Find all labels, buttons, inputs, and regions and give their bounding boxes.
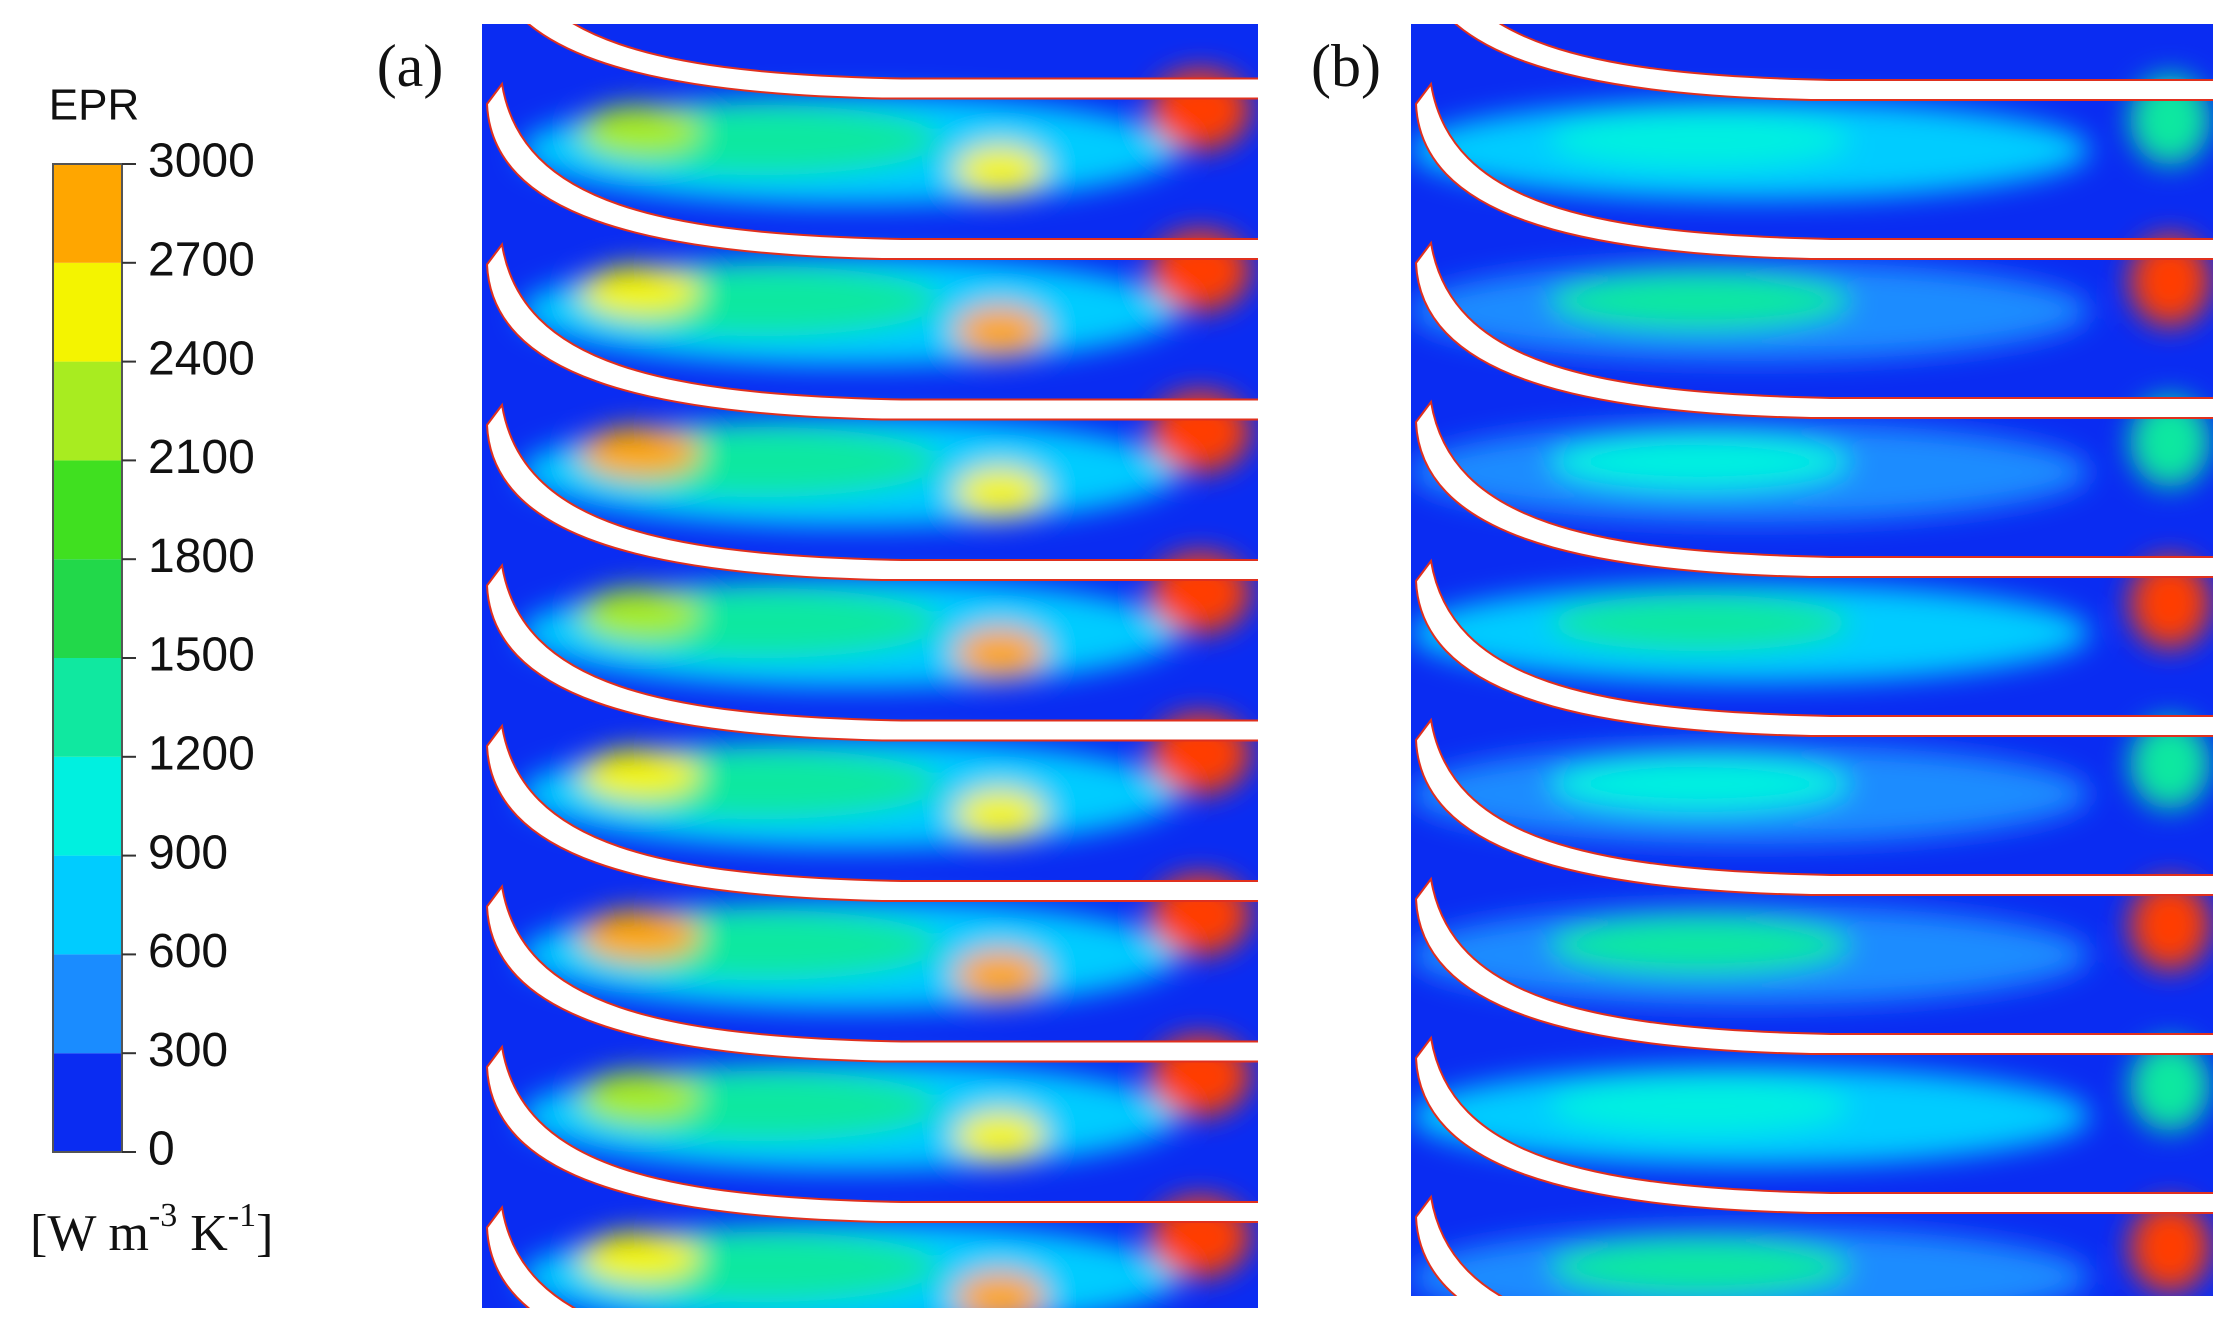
blade [485, 81, 1258, 260]
unit-part: [W m [30, 1205, 149, 1262]
flow-blob [580, 105, 700, 155]
colorbar-band [53, 756, 122, 856]
colorbar-unit: [W m-3 K-1] [30, 1197, 273, 1262]
flow-blob [2130, 558, 2210, 648]
blade [485, 1205, 577, 1308]
blade [1414, 876, 2213, 1055]
blade [1414, 81, 2213, 260]
colorbar-tick-label: 0 [148, 1123, 175, 1176]
panel-label: (b) [1311, 33, 1381, 99]
flow-blob [1550, 917, 1850, 973]
flow-blob [1550, 1078, 1850, 1134]
colorbar-band [53, 954, 122, 1054]
flow-blob [955, 145, 1045, 195]
colorbar-tick-label: 2700 [148, 233, 255, 286]
panel-label: (a) [377, 33, 444, 99]
colorbar-band [53, 262, 122, 362]
unit-exponent: -3 [149, 1197, 177, 1234]
flow-blob [955, 789, 1045, 839]
contour-panel [1411, 24, 2213, 1296]
blade [485, 723, 1258, 902]
colorbar-tick-label: 2100 [148, 431, 255, 484]
colorbar-tick-label: 900 [148, 826, 228, 879]
flow-blob [580, 1232, 700, 1282]
colorbar-band [53, 559, 122, 658]
flow-blob [955, 1272, 1045, 1308]
colorbar-tick-label: 1500 [148, 629, 255, 682]
colorbar-band [53, 1053, 122, 1152]
colorbar-tick-label: 2400 [148, 332, 255, 385]
colorbar-band [53, 361, 122, 461]
flow-blob [580, 910, 700, 960]
flow-blob [1550, 112, 1850, 168]
blade [1414, 399, 2213, 578]
flow-blob [580, 749, 700, 799]
flow-blob [1550, 1239, 1850, 1295]
unit-exponent: -1 [228, 1197, 256, 1234]
flow-blob [580, 588, 700, 638]
flow-blob [2130, 1202, 2210, 1292]
blade [485, 402, 1258, 581]
flow-blob [580, 427, 700, 477]
flow-blob [955, 467, 1045, 517]
flow-blob [1550, 273, 1850, 329]
flow-blob [955, 628, 1045, 678]
blade [1414, 240, 2213, 419]
flow-blob [1550, 434, 1850, 490]
colorbar-band [53, 164, 122, 263]
blade [1414, 1194, 1503, 1296]
colorbar-band [53, 855, 122, 955]
colorbar-tick-label: 300 [148, 1024, 228, 1077]
flow-field [1411, 75, 2210, 1296]
flow-blob [1550, 756, 1850, 812]
flow-blob [2130, 1041, 2210, 1131]
colorbar-tick-label: 1200 [148, 727, 255, 780]
flow-blob [580, 266, 700, 316]
colorbar-band [53, 658, 122, 757]
flow-blob [2130, 719, 2210, 809]
flow-blob [2130, 397, 2210, 487]
blade [485, 563, 1258, 742]
flow-blob [955, 1111, 1045, 1161]
colorbar-title: EPR [49, 81, 139, 130]
flow-blob [1550, 595, 1850, 651]
blade [1414, 1035, 2213, 1214]
flow-blob [955, 950, 1045, 1000]
colorbar-band [53, 460, 122, 560]
unit-part: ] [256, 1205, 273, 1262]
blade [1414, 717, 2213, 896]
unit-part: K [177, 1205, 228, 1262]
flow-blob [955, 306, 1045, 356]
blade [1454, 24, 2213, 101]
flow-blob [2130, 880, 2210, 970]
contour-panel [482, 24, 1258, 1308]
blade [485, 1044, 1258, 1223]
colorbar: 0 300 600 900 1200 1500 1800 2100 2400 2700 3000 [52, 135, 255, 1176]
colorbar-tick-label: 1800 [148, 530, 255, 583]
blade [485, 884, 1258, 1063]
flow-blob [580, 1071, 700, 1121]
colorbar-tick-label: 600 [148, 925, 228, 978]
colorbar-tick-label: 3000 [148, 135, 255, 188]
blade [527, 24, 1258, 100]
blade [485, 242, 1258, 421]
blade [1414, 558, 2213, 737]
